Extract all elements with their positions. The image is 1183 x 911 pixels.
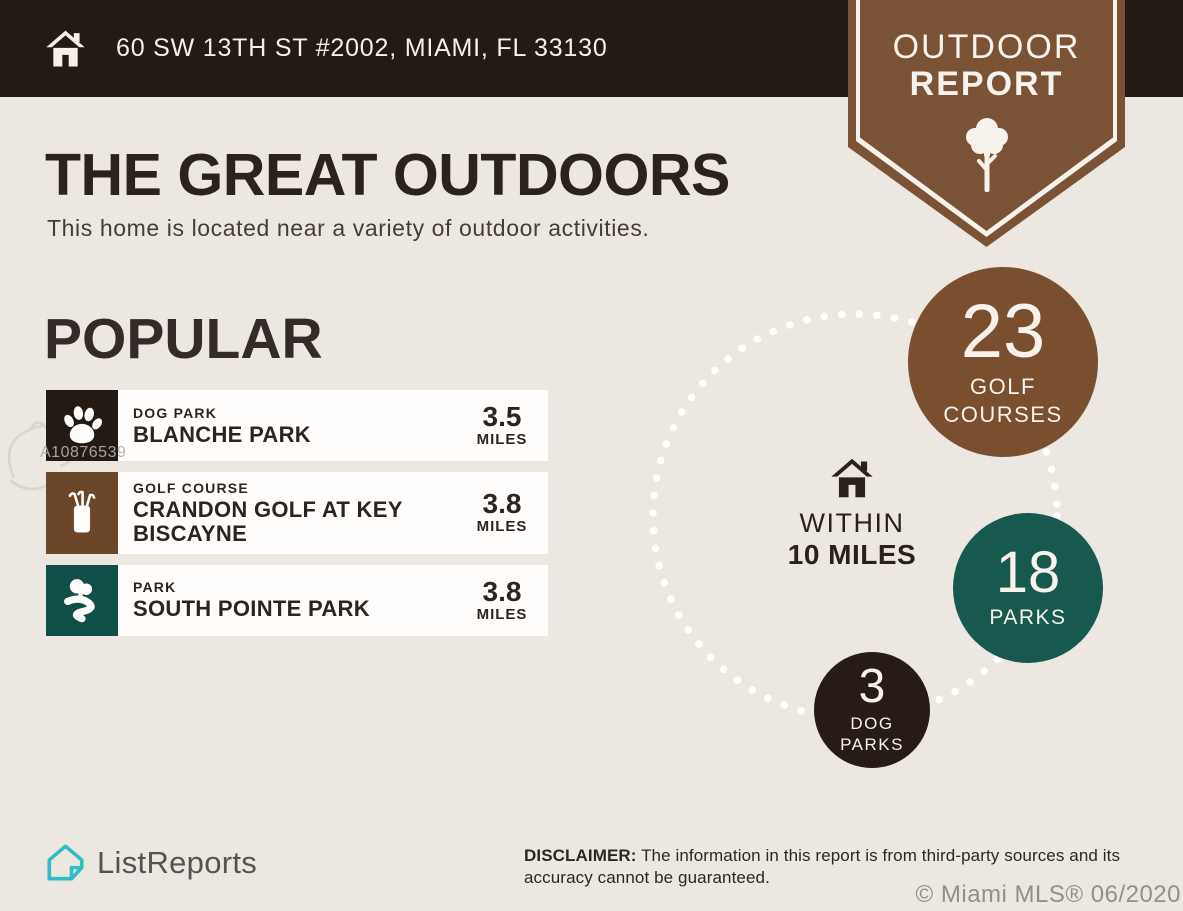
item-category: GOLF COURSE	[133, 480, 249, 496]
property-address: 60 SW 13TH ST #2002, MIAMI, FL 33130	[116, 34, 608, 62]
stat-value: 18	[995, 539, 1061, 605]
item-name: CRANDON GOLF AT KEY BISCAYNE	[133, 497, 403, 546]
disclaimer-text: The information in this report is from t…	[524, 846, 1121, 888]
park-tree-icon	[46, 564, 118, 636]
popular-list: DOG PARK BLANCHE PARK 3.5 MILES GOLF CO	[46, 390, 548, 647]
list-item-golf-course: GOLF COURSE CRANDON GOLF AT KEY BISCAYNE…	[46, 472, 548, 554]
list-item-dog-park: DOG PARK BLANCHE PARK 3.5 MILES	[46, 390, 548, 461]
tree-icon	[965, 118, 1008, 192]
ribbon-title-line1: OUTDOOR	[892, 28, 1081, 66]
within-line2: 10 MILES	[787, 539, 917, 570]
stat-label: GOLF COURSES	[943, 374, 1063, 427]
home-icon	[46, 30, 85, 67]
golf-bag-icon	[46, 472, 118, 554]
list-item-park: PARK SOUTH POINTE PARK 3.8 MILES	[46, 564, 548, 636]
popular-heading: POPULAR	[44, 307, 323, 371]
stat-circle-parks: 18 PARKS	[953, 513, 1103, 663]
item-category: PARK	[133, 579, 177, 596]
brand-name: ListReports	[97, 844, 258, 880]
item-name: BLANCHE PARK	[133, 421, 311, 447]
item-distance: 3.8 MILES	[476, 488, 528, 536]
item-distance: 3.5 MILES	[476, 401, 528, 449]
outdoor-report-badge: OUTDOOR REPORT	[848, 0, 1125, 247]
paw-icon	[46, 390, 118, 461]
mls-number-watermark: A10876539	[40, 444, 127, 461]
ribbon-title-line2: REPORT	[909, 65, 1064, 103]
listreports-logo: ListReports	[45, 842, 257, 883]
stat-value: 3	[858, 660, 886, 714]
page-title: THE GREAT OUTDOORS	[45, 142, 730, 208]
within-radius-block: WITHIN 10 MILES	[762, 457, 942, 571]
stat-label: DOG PARKS	[840, 714, 904, 755]
item-category: DOG PARK	[133, 404, 218, 421]
home-icon	[831, 458, 873, 498]
item-distance: 3.8 MILES	[476, 575, 528, 623]
disclaimer-label: DISCLAIMER:	[524, 846, 637, 865]
mls-copyright: © Miami MLS® 06/2020	[915, 881, 1181, 908]
page-subtitle: This home is located near a variety of o…	[47, 215, 650, 241]
stat-circle-golf-courses: 23 GOLF COURSES	[908, 267, 1098, 457]
stat-circle-dog-parks: 3 DOG PARKS	[814, 652, 930, 768]
disclaimer: DISCLAIMER: The information in this repo…	[524, 845, 1142, 889]
listreports-house-icon	[47, 844, 84, 881]
item-name: SOUTH POINTE PARK	[133, 596, 370, 622]
stat-label: PARKS	[989, 605, 1067, 629]
stat-value: 23	[960, 288, 1046, 374]
within-line1: WITHIN	[799, 508, 905, 538]
